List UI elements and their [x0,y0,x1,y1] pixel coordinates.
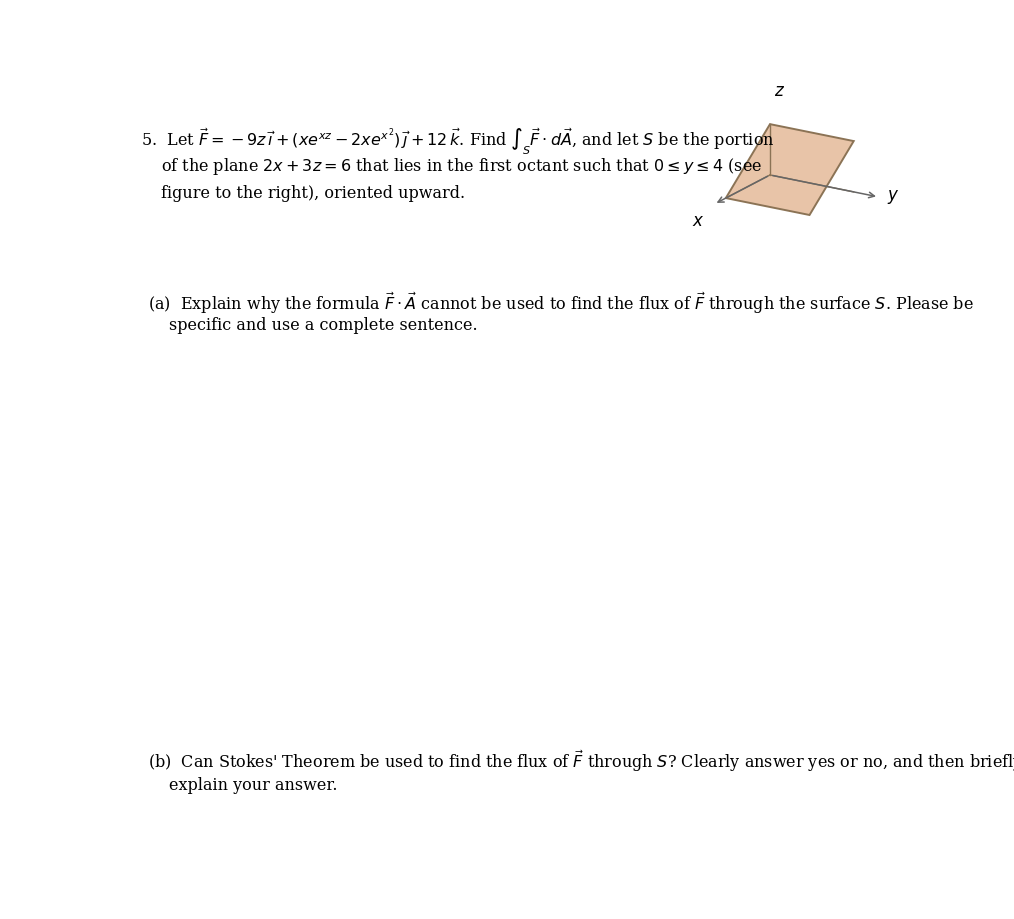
Text: $y$: $y$ [886,188,899,206]
Text: $x$: $x$ [693,213,705,231]
Text: (a)  Explain why the formula $\vec{F} \cdot \vec{A}$ cannot be used to find the : (a) Explain why the formula $\vec{F} \cd… [148,290,974,316]
Polygon shape [726,124,854,215]
Text: explain your answer.: explain your answer. [169,777,338,794]
Text: 5.  Let $\vec{F} = -9z\,\vec{\imath} + (xe^{xz} - 2xe^{x^2})\,\vec{\jmath} + 12\: 5. Let $\vec{F} = -9z\,\vec{\imath} + (x… [141,127,775,157]
Text: $z$: $z$ [774,83,785,100]
Text: specific and use a complete sentence.: specific and use a complete sentence. [169,317,478,335]
Text: (b)  Can Stokes' Theorem be used to find the flux of $\vec{F}$ through $S$? Clea: (b) Can Stokes' Theorem be used to find … [148,749,1014,774]
Text: figure to the right), oriented upward.: figure to the right), oriented upward. [161,185,465,202]
Text: of the plane $2x + 3z = 6$ that lies in the first octant such that $0 \leq y \le: of the plane $2x + 3z = 6$ that lies in … [161,155,763,176]
